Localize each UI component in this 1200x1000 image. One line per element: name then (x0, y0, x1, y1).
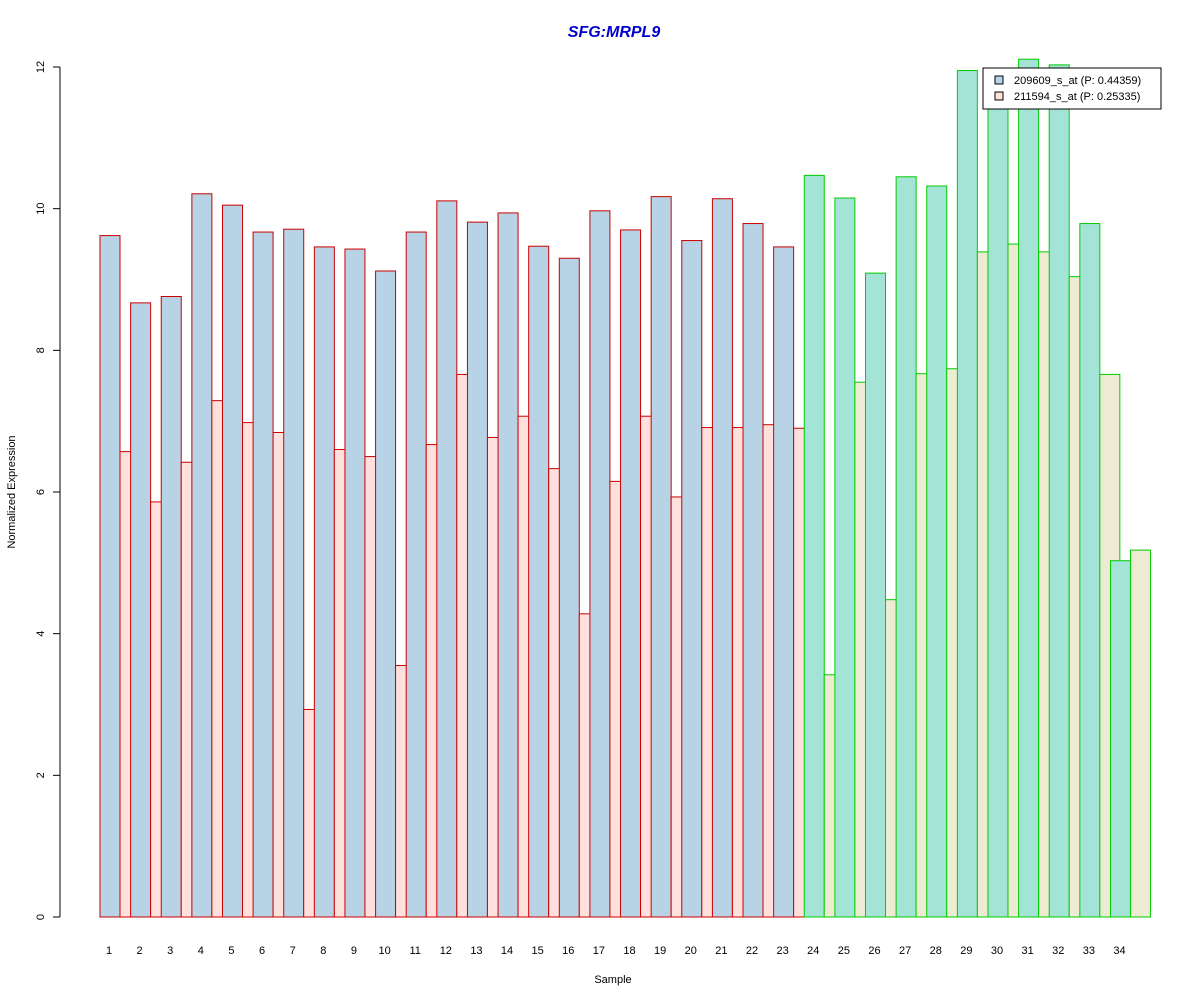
bar-sample-12-series-1 (436, 200, 458, 918)
legend: 209609_s_at (P: 0.44359) 211594_s_at (P:… (982, 67, 1162, 110)
x-tick-label: 20 (685, 945, 697, 957)
bar-sample-19-series-1 (650, 196, 672, 918)
x-tick-label: 28 (930, 945, 942, 957)
bar-sample-3-series-1 (160, 296, 182, 918)
x-tick-label: 31 (1021, 945, 1033, 957)
bar-sample-34-series-2 (1129, 549, 1151, 918)
x-tick-label: 6 (259, 945, 265, 957)
x-tick-label: 23 (777, 945, 789, 957)
legend-swatch-series-1 (994, 75, 1004, 85)
x-tick-label: 5 (228, 945, 234, 957)
bar-sample-14-series-1 (497, 212, 519, 918)
x-tick-label: 30 (991, 945, 1003, 957)
x-tick-label: 7 (290, 945, 296, 957)
bar-sample-27-series-1 (895, 176, 917, 918)
x-tick-label: 3 (167, 945, 173, 957)
legend-swatch-series-2 (994, 91, 1004, 101)
x-tick-label: 10 (378, 945, 390, 957)
y-axis-label: Normalized Expression (6, 435, 18, 548)
x-tick-label: 26 (868, 945, 880, 957)
x-tick-label: 11 (409, 945, 420, 957)
x-axis-label: Sample (594, 974, 631, 986)
legend-label-series-2: 211594_s_at (P: 0.25335) (1014, 91, 1140, 103)
x-tick-label: 33 (1083, 945, 1095, 957)
x-tick-label: 22 (746, 945, 758, 957)
x-tick-label: 24 (807, 945, 819, 957)
bar-sample-23-series-1 (773, 246, 795, 918)
bar-sample-5-series-1 (221, 204, 243, 918)
x-tick-label: 17 (593, 945, 605, 957)
bar-sample-22-series-1 (742, 223, 764, 918)
y-tick-label: 10 (35, 203, 47, 215)
bar-sample-17-series-1 (589, 210, 611, 918)
bar-sample-15-series-1 (528, 245, 550, 918)
bar-sample-2-series-1 (130, 302, 152, 918)
x-tick-label: 14 (501, 945, 513, 957)
bar-sample-6-series-1 (252, 231, 274, 918)
y-tick-label: 8 (35, 347, 47, 353)
bar-sample-31-series-1 (1018, 58, 1040, 918)
x-tick-label: 12 (440, 945, 452, 957)
bar-sample-33-series-1 (1079, 223, 1101, 918)
bar-sample-28-series-1 (926, 185, 948, 918)
x-tick-label: 2 (137, 945, 143, 957)
bar-sample-34-series-1 (1109, 560, 1131, 918)
x-tick-label: 32 (1052, 945, 1064, 957)
bar-sample-29-series-1 (956, 70, 978, 918)
x-tick-label: 21 (715, 945, 727, 957)
x-tick-label: 9 (351, 945, 357, 957)
y-tick-label: 4 (35, 631, 47, 637)
y-tick-label: 6 (35, 489, 47, 495)
bar-sample-30-series-1 (987, 98, 1009, 918)
chart-title: SFG:MRPL9 (568, 24, 661, 41)
bar-sample-20-series-1 (681, 240, 703, 918)
x-axis: 1 2 3 4 5 6 7 8 9 10 11 12 13 14 15 16 17 18 19 20 21 22 23 24 2… (106, 945, 1126, 957)
x-tick-label: 16 (562, 945, 574, 957)
bar-sample-9-series-1 (344, 248, 366, 918)
x-tick-label: 25 (838, 945, 850, 957)
legend-box (982, 67, 1162, 110)
x-tick-label: 8 (320, 945, 326, 957)
x-tick-label: 1 (106, 945, 112, 957)
x-tick-label: 4 (198, 945, 204, 957)
bar-sample-18-series-1 (620, 229, 642, 918)
bar-sample-7-series-1 (283, 228, 305, 918)
x-tick-label: 27 (899, 945, 911, 957)
bar-sample-10-series-1 (375, 270, 397, 918)
bar-sample-13-series-1 (466, 221, 488, 918)
bar-sample-16-series-1 (558, 257, 580, 918)
bar-sample-32-series-1 (1048, 64, 1070, 918)
y-tick-label: 12 (35, 61, 47, 73)
y-axis: 0 2 4 6 8 10 12 (35, 61, 61, 920)
bar-sample-11-series-1 (405, 231, 427, 918)
bar-sample-1-series-1 (99, 235, 121, 918)
bar-sample-25-series-1 (834, 197, 856, 918)
x-tick-label: 19 (654, 945, 666, 957)
legend-label-series-1: 209609_s_at (P: 0.44359) (1014, 75, 1141, 87)
x-tick-label: 34 (1113, 945, 1125, 957)
bar-sample-26-series-1 (865, 272, 886, 918)
x-tick-label: 15 (532, 945, 544, 957)
y-tick-label: 0 (35, 914, 47, 920)
bar-sample-24-series-1 (803, 174, 825, 918)
bar-sample-4-series-1 (191, 193, 213, 918)
x-tick-label: 13 (470, 945, 482, 957)
bars (99, 58, 1151, 918)
x-tick-label: 29 (960, 945, 972, 957)
y-tick-label: 2 (35, 772, 47, 778)
bar-sample-8-series-1 (313, 246, 335, 918)
bar-sample-21-series-1 (711, 198, 733, 918)
x-tick-label: 18 (623, 945, 635, 957)
